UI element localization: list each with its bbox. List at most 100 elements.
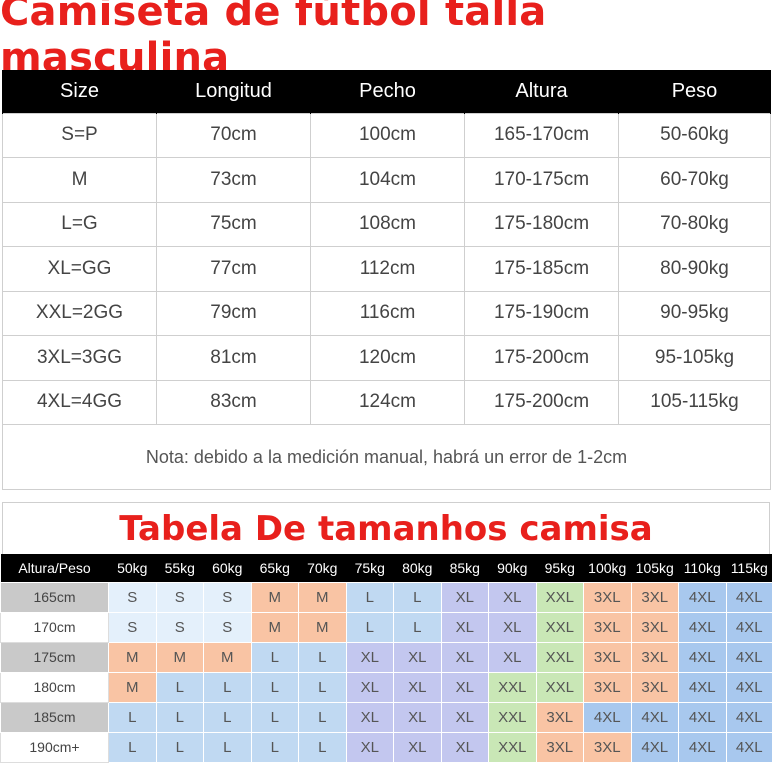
table-row: 175cm M M M L L XL XL XL XL XXL 3XL 3XL 4XL 4XL bbox=[0, 641, 772, 673]
size-cell: 3XL bbox=[583, 611, 632, 643]
header-weight: 60kg bbox=[203, 554, 251, 582]
cell-size: XXL=2GG bbox=[2, 290, 157, 336]
size-cell: L bbox=[345, 581, 394, 613]
row-height-label: 175cm bbox=[0, 641, 109, 673]
header-peso: Peso bbox=[618, 70, 771, 113]
size-cell: XL bbox=[440, 731, 489, 763]
row-height-label: 165cm bbox=[0, 581, 109, 613]
cell-longitud: 75cm bbox=[156, 201, 311, 247]
size-cell: XL bbox=[488, 581, 537, 613]
size-cell: 3XL bbox=[630, 611, 679, 643]
row-height-label: 180cm bbox=[0, 671, 109, 703]
size-cell: S bbox=[203, 581, 252, 613]
size-cell: M bbox=[298, 611, 347, 643]
size-cell: 4XL bbox=[583, 701, 632, 733]
header-weight: 70kg bbox=[298, 554, 346, 582]
size-cell: L bbox=[203, 731, 252, 763]
size-cell: L bbox=[250, 641, 299, 673]
cell-pecho: 120cm bbox=[310, 335, 465, 381]
size-cell: 4XL bbox=[725, 581, 772, 613]
size-cell: L bbox=[298, 731, 347, 763]
cell-pecho: 124cm bbox=[310, 379, 465, 425]
cell-altura: 165-170cm bbox=[464, 112, 619, 158]
size-cell: 4XL bbox=[678, 731, 727, 763]
header-weight: 105kg bbox=[631, 554, 679, 582]
size-cell: M bbox=[108, 671, 157, 703]
size-cell: XL bbox=[440, 671, 489, 703]
header-weight: 50kg bbox=[108, 554, 156, 582]
size-cell: 3XL bbox=[583, 671, 632, 703]
size-cell: XXL bbox=[535, 641, 584, 673]
table-row: 170cm S S S M M L L XL XL XXL 3XL 3XL 4XL 4XL bbox=[0, 611, 772, 643]
size-cell: 3XL bbox=[583, 641, 632, 673]
size-cell: M bbox=[250, 581, 299, 613]
size-cell: S bbox=[155, 581, 204, 613]
size-cell: 4XL bbox=[725, 671, 772, 703]
header-weight: 55kg bbox=[156, 554, 204, 582]
table-row: XL=GG 77cm 112cm 175-185cm 80-90kg bbox=[2, 246, 771, 292]
header-weight: 90kg bbox=[488, 554, 536, 582]
cell-pecho: 112cm bbox=[310, 246, 465, 292]
cell-peso: 95-105kg bbox=[618, 335, 771, 381]
cell-peso: 50-60kg bbox=[618, 112, 771, 158]
cell-longitud: 81cm bbox=[156, 335, 311, 381]
size-cell: XL bbox=[345, 671, 394, 703]
size-cell: 4XL bbox=[725, 731, 772, 763]
size-cell: S bbox=[155, 611, 204, 643]
size-cell: L bbox=[203, 701, 252, 733]
size-cell: XXL bbox=[535, 581, 584, 613]
size-cell: 3XL bbox=[630, 641, 679, 673]
table-row: 165cm S S S M M L L XL XL XXL 3XL 3XL 4XL 4XL bbox=[0, 581, 772, 613]
size-cell: L bbox=[155, 701, 204, 733]
size-cell: S bbox=[108, 581, 157, 613]
tamanhos-table: Altura/Peso 50kg 55kg 60kg 65kg 70kg 75kg 80kg 8… bbox=[0, 554, 772, 763]
size-chart-title: Camiseta de fútbol talla masculina bbox=[0, 0, 547, 81]
size-cell: 4XL bbox=[678, 701, 727, 733]
table-row: 185cm L L L L L XL XL XL XXL 3XL 4XL 4XL 4XL 4XL bbox=[0, 701, 772, 733]
size-cell: XL bbox=[393, 731, 442, 763]
header-weight: 115kg bbox=[726, 554, 772, 582]
table-row: 180cm M L L L L XL XL XL XXL XXL 3XL 3XL 4XL 4XL bbox=[0, 671, 772, 703]
size-cell: 3XL bbox=[583, 731, 632, 763]
size-cell: XL bbox=[345, 731, 394, 763]
size-cell: L bbox=[298, 671, 347, 703]
table-row: M 73cm 104cm 170-175cm 60-70kg bbox=[2, 157, 771, 203]
size-cell: XL bbox=[440, 641, 489, 673]
header-weight: 80kg bbox=[393, 554, 441, 582]
cell-size: L=G bbox=[2, 201, 157, 247]
size-cell: 3XL bbox=[630, 581, 679, 613]
cell-peso: 90-95kg bbox=[618, 290, 771, 336]
size-cell: XXL bbox=[535, 671, 584, 703]
size-cell: XXL bbox=[488, 701, 537, 733]
size-cell: M bbox=[203, 641, 252, 673]
size-cell: XXL bbox=[488, 731, 537, 763]
size-cell: L bbox=[393, 581, 442, 613]
cell-pecho: 108cm bbox=[310, 201, 465, 247]
size-cell: L bbox=[345, 611, 394, 643]
size-cell: L bbox=[250, 671, 299, 703]
size-cell: XL bbox=[345, 701, 394, 733]
size-cell: L bbox=[250, 731, 299, 763]
table-row: 190cm+ L L L L L XL XL XL XXL 3XL 3XL 4XL 4XL 4XL bbox=[0, 731, 772, 763]
size-cell: L bbox=[155, 731, 204, 763]
header-weight: 75kg bbox=[346, 554, 394, 582]
table-row: L=G 75cm 108cm 175-180cm 70-80kg bbox=[2, 201, 771, 247]
size-cell: 4XL bbox=[678, 641, 727, 673]
size-cell: L bbox=[393, 611, 442, 643]
size-cell: XL bbox=[393, 701, 442, 733]
cell-altura: 175-200cm bbox=[464, 335, 619, 381]
size-cell: XXL bbox=[488, 671, 537, 703]
measurement-note: Nota: debido a la medición manual, habrá… bbox=[2, 424, 771, 490]
size-cell: XL bbox=[440, 701, 489, 733]
cell-pecho: 104cm bbox=[310, 157, 465, 203]
size-cell: S bbox=[203, 611, 252, 643]
cell-altura: 170-175cm bbox=[464, 157, 619, 203]
header-longitud: Longitud bbox=[156, 70, 311, 113]
size-cell: L bbox=[298, 701, 347, 733]
cell-size: S=P bbox=[2, 112, 157, 158]
size-cell: XL bbox=[440, 611, 489, 643]
table-row: 4XL=4GG 83cm 124cm 175-200cm 105-115kg bbox=[2, 379, 771, 425]
header-weight: 110kg bbox=[678, 554, 726, 582]
size-cell: M bbox=[298, 581, 347, 613]
cell-longitud: 79cm bbox=[156, 290, 311, 336]
